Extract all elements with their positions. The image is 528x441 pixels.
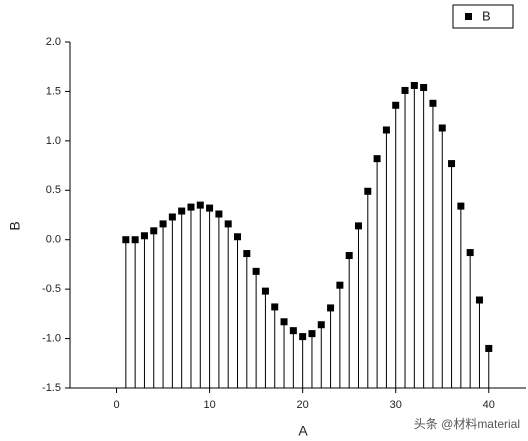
marker (252, 267, 260, 275)
marker (308, 330, 316, 338)
marker (448, 160, 456, 168)
y-tick-label: -1.5 (42, 382, 61, 394)
y-tick-label: 1.5 (46, 85, 61, 97)
legend-marker (465, 13, 472, 20)
marker (206, 204, 214, 212)
legend-box (452, 4, 514, 29)
y-tick-label: 0.0 (46, 234, 61, 246)
marker (317, 321, 325, 329)
marker (243, 250, 251, 258)
marker (327, 304, 335, 312)
marker (140, 232, 148, 240)
marker (438, 124, 446, 132)
marker (131, 236, 139, 244)
marker (280, 318, 288, 326)
marker (224, 220, 232, 228)
x-tick-label: 40 (483, 399, 495, 411)
watermark: 头条 @材料material (414, 417, 520, 431)
x-tick-label: 0 (113, 399, 119, 411)
marker (122, 236, 130, 244)
x-tick-label: 20 (297, 399, 309, 411)
y-axis-label: B (7, 221, 23, 230)
marker (401, 86, 409, 94)
marker (215, 210, 223, 218)
x-axis-label: A (298, 423, 308, 439)
marker (159, 220, 167, 228)
marker (373, 155, 381, 163)
marker (196, 201, 204, 209)
marker (485, 344, 493, 352)
y-tick-label: 2.0 (46, 36, 61, 48)
marker (187, 203, 195, 211)
marker (354, 222, 362, 230)
marker (168, 213, 176, 221)
marker (475, 296, 483, 304)
marker (429, 99, 437, 107)
marker (410, 81, 418, 89)
marker (271, 303, 279, 311)
marker (392, 101, 400, 109)
marker (466, 249, 474, 257)
legend-label: B (482, 8, 491, 23)
y-tick-label: -0.5 (42, 283, 61, 295)
marker (345, 252, 353, 260)
x-tick-label: 30 (390, 399, 402, 411)
marker (150, 227, 158, 235)
marker (364, 187, 372, 195)
y-tick-label: 0.5 (46, 184, 61, 196)
marker (178, 207, 186, 215)
marker (261, 287, 269, 295)
marker (289, 327, 297, 335)
y-tick-label: 1.0 (46, 135, 61, 147)
marker (299, 333, 307, 341)
marker (336, 281, 344, 289)
marker (382, 126, 390, 134)
x-tick-label: 10 (203, 399, 215, 411)
marker (457, 202, 465, 210)
marker (234, 233, 242, 241)
y-tick-label: -1.0 (42, 332, 61, 344)
marker (420, 83, 428, 91)
